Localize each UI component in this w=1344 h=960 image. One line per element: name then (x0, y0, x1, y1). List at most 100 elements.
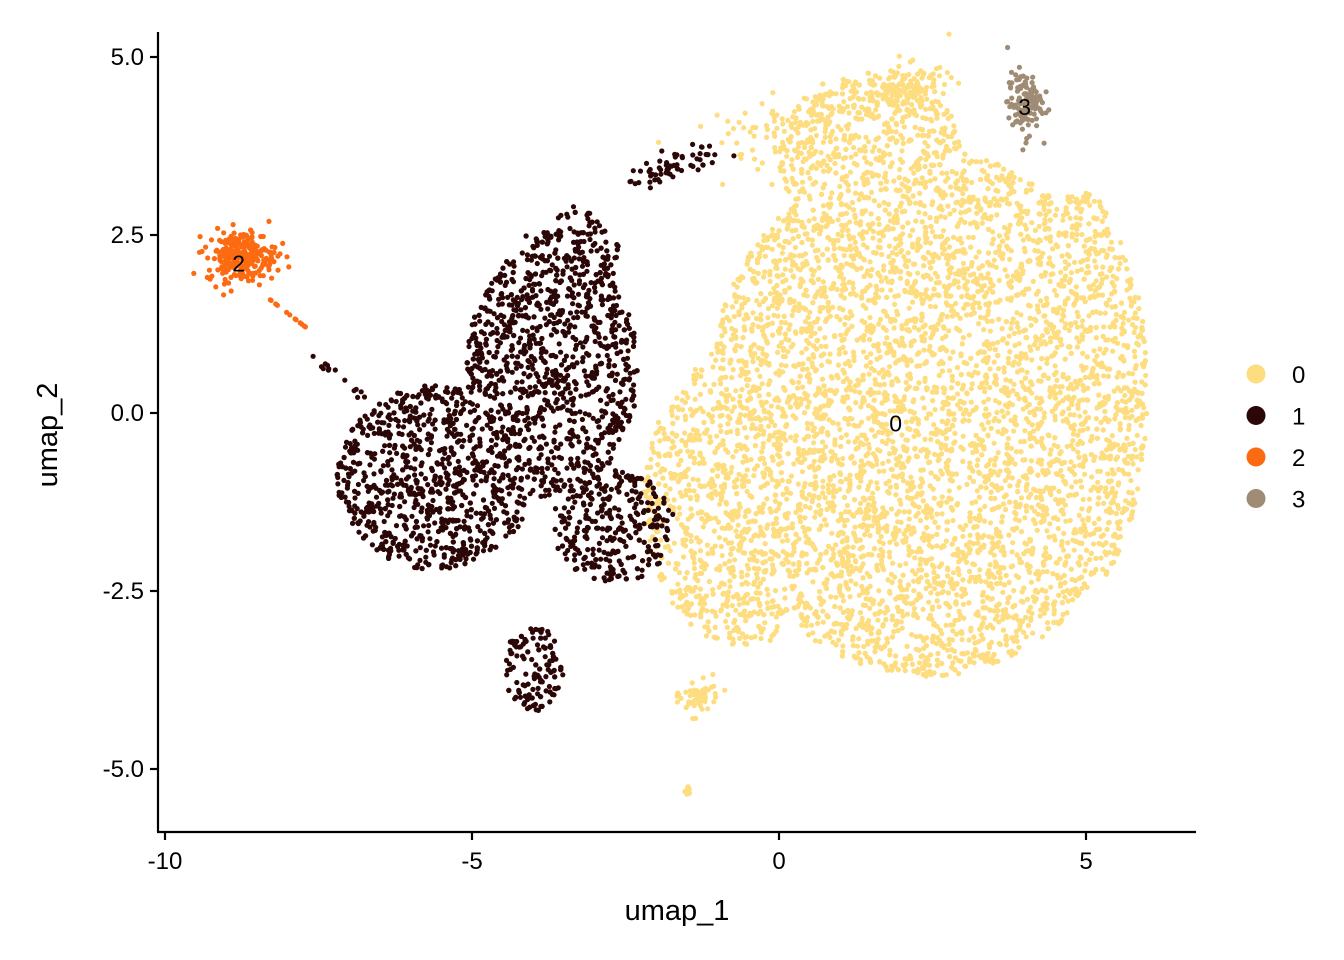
data-point (1055, 525, 1061, 532)
data-point (1101, 248, 1107, 254)
data-point (887, 554, 893, 560)
data-point (861, 337, 867, 343)
data-point (1089, 474, 1095, 480)
data-point (740, 459, 746, 465)
data-point (727, 584, 733, 590)
data-point (915, 270, 921, 276)
data-point (981, 412, 988, 418)
data-point (901, 124, 907, 130)
data-point (796, 536, 802, 542)
data-point (1143, 372, 1149, 379)
data-point (1078, 363, 1085, 369)
data-point (837, 183, 843, 190)
data-point (1075, 449, 1081, 455)
data-point (1044, 511, 1050, 517)
data-point (1086, 496, 1092, 502)
data-point (837, 245, 843, 251)
data-point (653, 430, 659, 436)
data-point (1122, 414, 1128, 421)
data-point (945, 261, 951, 267)
data-point (995, 429, 1001, 435)
data-point (886, 243, 893, 249)
data-point (965, 266, 971, 272)
data-point (778, 362, 785, 368)
data-point (742, 513, 748, 520)
data-point (1070, 431, 1076, 437)
data-point (888, 287, 894, 293)
data-point (1108, 239, 1115, 245)
data-point (1004, 451, 1010, 457)
data-point (968, 626, 974, 632)
data-point (1069, 484, 1075, 490)
data-point (1054, 292, 1060, 298)
data-point (931, 586, 938, 592)
data-point (724, 429, 730, 436)
data-point (915, 510, 921, 516)
data-point (950, 349, 956, 355)
data-point (1135, 486, 1141, 492)
data-point (1071, 547, 1077, 553)
data-point (1059, 342, 1065, 348)
data-point (901, 254, 907, 260)
data-point (702, 382, 708, 388)
data-point (803, 156, 809, 162)
data-point (865, 415, 872, 421)
data-point (689, 449, 696, 455)
data-point (889, 278, 895, 284)
data-point (1002, 267, 1008, 273)
data-point (1052, 391, 1058, 397)
data-point (914, 363, 920, 369)
data-point (915, 132, 921, 138)
data-point (891, 473, 897, 479)
data-point (1013, 628, 1020, 635)
data-point (1113, 312, 1119, 318)
data-point (833, 91, 839, 97)
data-point (821, 210, 827, 217)
data-point (868, 161, 874, 167)
data-point (799, 622, 805, 628)
data-point (805, 236, 811, 242)
data-point (720, 602, 726, 608)
data-point (720, 591, 726, 597)
data-point (877, 382, 883, 388)
data-point (1020, 237, 1026, 243)
data-point (732, 617, 738, 623)
data-point (712, 543, 718, 549)
data-point (939, 494, 945, 500)
data-point (1112, 288, 1118, 294)
data-point (862, 532, 868, 538)
data-point (697, 586, 704, 592)
data-point (838, 127, 844, 133)
data-point (967, 532, 973, 538)
data-point (1082, 409, 1088, 415)
data-point (1121, 309, 1127, 315)
data-point (831, 621, 837, 627)
data-point (765, 315, 771, 321)
data-point (1068, 442, 1074, 448)
data-point (876, 148, 882, 154)
data-point (900, 613, 906, 619)
data-point (1016, 341, 1022, 347)
data-point (1067, 517, 1073, 524)
data-point (1068, 270, 1074, 276)
data-point (705, 619, 711, 625)
data-point (960, 446, 966, 452)
data-point (784, 496, 790, 502)
data-point (730, 367, 736, 373)
data-point (955, 566, 961, 572)
data-point (1092, 228, 1098, 234)
data-point (784, 153, 790, 159)
data-point (973, 363, 980, 369)
data-point (852, 214, 858, 221)
data-point (762, 620, 768, 626)
data-point (802, 604, 808, 611)
data-point (860, 242, 867, 248)
data-point (822, 335, 828, 341)
data-point (1131, 348, 1137, 354)
data-point (964, 481, 970, 487)
data-point (877, 658, 883, 665)
data-point (996, 202, 1002, 208)
data-point (878, 533, 884, 540)
data-point (744, 467, 750, 473)
data-point (1066, 406, 1072, 412)
